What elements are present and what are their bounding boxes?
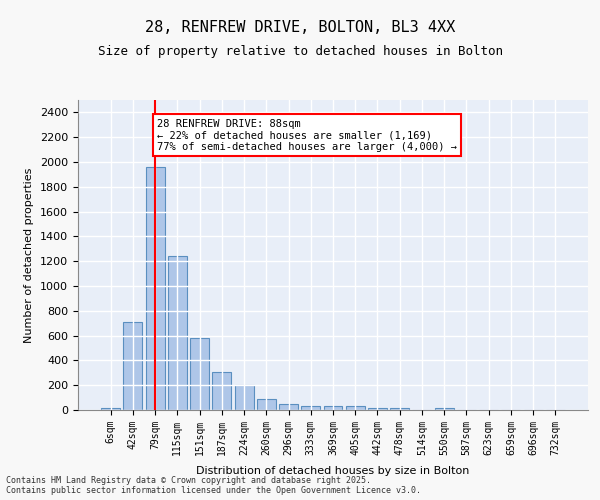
- Bar: [168, 256, 187, 410]
- Bar: [146, 167, 164, 410]
- Text: Size of property relative to detached houses in Bolton: Size of property relative to detached ho…: [97, 45, 503, 58]
- Bar: [212, 372, 231, 410]
- Bar: [279, 404, 298, 410]
- Bar: [124, 322, 142, 410]
- Bar: [101, 408, 120, 410]
- Text: 28, RENFREW DRIVE, BOLTON, BL3 4XX: 28, RENFREW DRIVE, BOLTON, BL3 4XX: [145, 20, 455, 35]
- Bar: [323, 406, 343, 410]
- Y-axis label: Number of detached properties: Number of detached properties: [25, 168, 34, 342]
- Bar: [390, 408, 409, 410]
- Bar: [190, 338, 209, 410]
- Bar: [346, 406, 365, 410]
- X-axis label: Distribution of detached houses by size in Bolton: Distribution of detached houses by size …: [196, 466, 470, 476]
- Bar: [301, 406, 320, 410]
- Text: 28 RENFREW DRIVE: 88sqm
← 22% of detached houses are smaller (1,169)
77% of semi: 28 RENFREW DRIVE: 88sqm ← 22% of detache…: [157, 118, 457, 152]
- Bar: [368, 408, 387, 410]
- Bar: [235, 385, 254, 410]
- Bar: [435, 408, 454, 410]
- Bar: [257, 400, 276, 410]
- Text: Contains HM Land Registry data © Crown copyright and database right 2025.
Contai: Contains HM Land Registry data © Crown c…: [6, 476, 421, 495]
